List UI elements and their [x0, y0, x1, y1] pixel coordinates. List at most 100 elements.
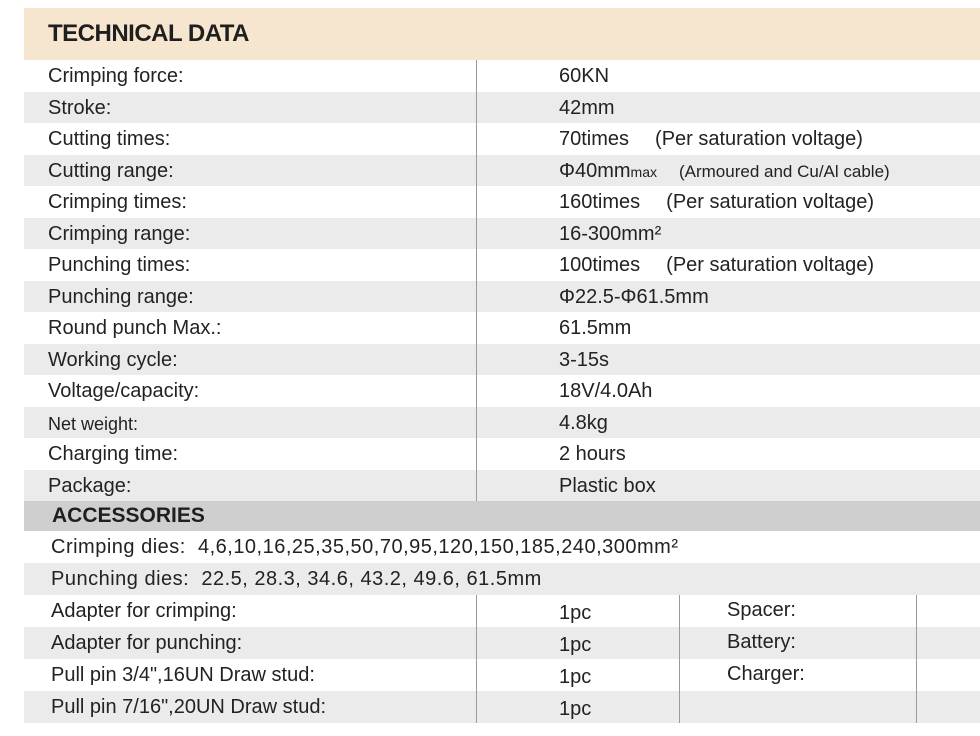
- crimping-dies-row: Crimping dies: 4,6,10,16,25,35,50,70,95,…: [24, 531, 980, 563]
- spec-note: (Per saturation voltage): [655, 128, 863, 150]
- punching-dies-values: 22.5, 28.3, 34.6, 43.2, 49.6, 61.5mm: [201, 568, 542, 590]
- table-row: Round punch Max.: 61.5mm: [24, 312, 980, 344]
- column-divider: [916, 627, 917, 659]
- technical-data-header: TECHNICAL DATA: [24, 8, 980, 60]
- table-row: Crimping times: 160times (Per saturation …: [24, 186, 980, 218]
- table-row: Crimping force: 60KN: [24, 60, 980, 92]
- crimping-dies-values: 4,6,10,16,25,35,50,70,95,120,150,185,240…: [197, 536, 679, 558]
- spec-value: 4.8kg: [559, 411, 608, 434]
- accessory-qty: 1pc: [559, 634, 592, 656]
- spec-label: Cutting times:: [48, 128, 171, 150]
- column-divider: [476, 186, 477, 218]
- accessory-item: Spacer:: [727, 599, 796, 621]
- spec-value-subscript: max: [630, 163, 657, 180]
- accessory-item: Charger:: [727, 663, 805, 685]
- accessory-label: Adapter for punching:: [51, 632, 243, 654]
- table-row: Punching times: 100times (Per saturation …: [24, 249, 980, 281]
- column-divider: [916, 691, 917, 723]
- accessory-item: Battery:: [727, 631, 796, 653]
- spec-value: Φ22.5-Φ61.5mm: [559, 285, 709, 308]
- spec-value-group: 100times (Per saturation voltage): [559, 254, 874, 277]
- column-divider: [476, 691, 477, 723]
- accessory-qty: 1pc: [559, 602, 592, 624]
- spec-label: Punching range:: [48, 285, 194, 308]
- spec-value: 160times: [559, 191, 641, 213]
- spec-label: Working cycle:: [48, 348, 178, 371]
- column-divider: [476, 280, 477, 312]
- punching-dies-row: Punching dies: 22.5, 28.3, 34.6, 43.2, 4…: [24, 563, 980, 595]
- spec-value: 42mm: [559, 96, 615, 119]
- accessory-label: Adapter for crimping:: [51, 600, 237, 622]
- table-row: Cutting times: 70times (Per saturation vo…: [24, 123, 980, 155]
- table-row: Adapter for crimping: 1pc Spacer:: [24, 595, 980, 627]
- table-row: Cutting range: Φ40mmmax (Armoured and Cu/…: [24, 154, 980, 186]
- column-divider: [476, 217, 477, 249]
- accessories-header: ACCESSORIES: [24, 501, 980, 531]
- spec-label: Cutting range:: [48, 159, 174, 182]
- accessory-qty: 1pc: [559, 666, 592, 688]
- accessories-title: ACCESSORIES: [52, 504, 205, 527]
- table-row: Package: Plastic box: [24, 469, 980, 501]
- table-row: Charging time: 2 hours: [24, 438, 980, 470]
- column-divider: [476, 91, 477, 123]
- punching-dies-label: Punching dies:: [51, 568, 190, 590]
- column-divider: [476, 154, 477, 186]
- spec-label: Charging time:: [48, 443, 179, 465]
- accessory-label: Pull pin 3/4",16UN Draw stud:: [51, 664, 315, 686]
- table-row: Working cycle: 3-15s: [24, 343, 980, 375]
- column-divider: [679, 691, 680, 723]
- table-row: Pull pin 7/16",20UN Draw stud: 1pc: [24, 691, 980, 723]
- table-row: Net weight: 4.8kg: [24, 406, 980, 438]
- spec-note: (Per saturation voltage): [666, 254, 875, 276]
- accessories-table: Crimping dies: 4,6,10,16,25,35,50,70,95,…: [24, 531, 980, 723]
- spec-label: Stroke:: [48, 96, 112, 119]
- spec-note: (Per saturation voltage): [666, 191, 875, 213]
- table-row: Crimping range: 16-300mm²: [24, 217, 980, 249]
- spec-value-group: Φ40mmmax (Armoured and Cu/Al cable): [559, 160, 890, 183]
- spec-value: 100times: [559, 254, 641, 276]
- spec-label: Net weight:: [48, 413, 139, 434]
- column-divider: [476, 659, 477, 691]
- column-divider: [476, 123, 477, 155]
- column-divider: [476, 627, 477, 659]
- spec-label: Voltage/capacity:: [48, 380, 200, 402]
- spec-value-group: 70times (Per saturation voltage): [559, 128, 863, 151]
- spec-value: 60KN: [559, 65, 610, 87]
- column-divider: [476, 343, 477, 375]
- spec-label: Crimping force:: [48, 65, 184, 87]
- spec-value: 3-15s: [559, 348, 610, 371]
- table-row: Voltage/capacity: 18V/4.0Ah: [24, 375, 980, 407]
- column-divider: [476, 249, 477, 281]
- spec-label: Round punch Max.:: [48, 317, 222, 339]
- spec-value: 16-300mm²: [559, 222, 662, 245]
- column-divider: [476, 438, 477, 470]
- table-row: Pull pin 3/4",16UN Draw stud: 1pc Charge…: [24, 659, 980, 691]
- column-divider: [679, 659, 680, 691]
- spec-value-group: 160times (Per saturation voltage): [559, 191, 874, 214]
- punching-dies-line: Punching dies: 22.5, 28.3, 34.6, 43.2, 4…: [51, 568, 542, 591]
- column-divider: [679, 595, 680, 627]
- spec-value: 18V/4.0Ah: [559, 380, 653, 402]
- column-divider: [476, 312, 477, 344]
- table-row: Stroke: 42mm: [24, 91, 980, 123]
- column-divider: [476, 595, 477, 627]
- table-row: Adapter for punching: 1pc Battery:: [24, 627, 980, 659]
- column-divider: [476, 469, 477, 501]
- spec-note: (Armoured and Cu/Al cable): [678, 161, 890, 181]
- spec-value: Φ40mm: [559, 159, 631, 182]
- column-divider: [476, 375, 477, 407]
- column-divider: [916, 595, 917, 627]
- spec-value: 2 hours: [559, 443, 626, 465]
- spec-sheet: TECHNICAL DATA Crimping force: 60KN Stro…: [24, 8, 980, 723]
- spec-value: Plastic box: [559, 474, 656, 497]
- crimping-dies-label: Crimping dies:: [51, 536, 186, 558]
- column-divider: [916, 659, 917, 691]
- technical-data-title: TECHNICAL DATA: [48, 20, 249, 47]
- accessory-qty: 1pc: [559, 698, 592, 720]
- table-row: Punching range: Φ22.5-Φ61.5mm: [24, 280, 980, 312]
- spec-label: Crimping range:: [48, 222, 191, 245]
- column-divider: [679, 627, 680, 659]
- spec-label: Crimping times:: [48, 191, 187, 213]
- accessory-label: Pull pin 7/16",20UN Draw stud:: [51, 696, 327, 718]
- crimping-dies-line: Crimping dies: 4,6,10,16,25,35,50,70,95,…: [51, 536, 678, 559]
